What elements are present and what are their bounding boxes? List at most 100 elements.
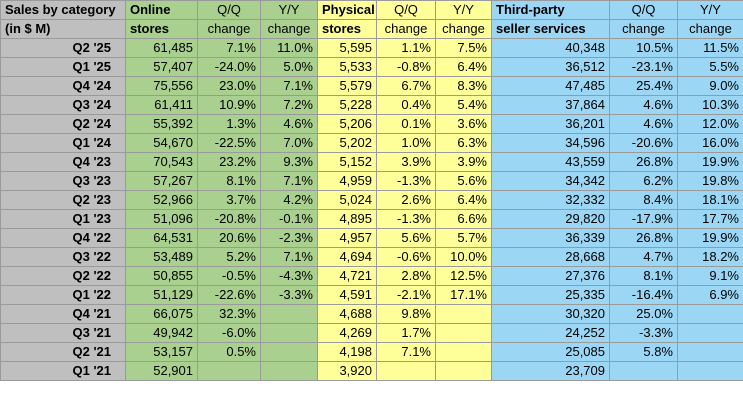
physical-qq-cell: -1.3% [376,209,436,229]
table-row: Q4 '24 75,556 23.0% 7.1% 5,579 6.7% 8.3% 47,485… [0,76,743,96]
online-qq-cell: 32.3% [197,304,261,324]
online-qq-cell: -0.5% [197,266,261,286]
physical-yy-cell: 6.4% [435,190,492,210]
online-stores-cell: 64,531 [125,228,198,248]
physical-qq-cell: 0.1% [376,114,436,134]
physical-stores-cell: 5,579 [317,76,377,96]
header-online-yy-2: change [260,19,318,39]
third-party-cell: 34,596 [491,133,610,153]
header-row-2: (in $ M) stores change change stores cha… [0,19,743,39]
header-online-stores: Online [125,0,198,20]
online-yy-cell: -0.1% [260,209,318,229]
physical-qq-cell: 2.8% [376,266,436,286]
third-party-yy-cell [677,304,743,324]
physical-yy-cell: 5.6% [435,171,492,191]
header-online-stores-2: stores [125,19,198,39]
physical-stores-cell: 5,206 [317,114,377,134]
table-row: Q2 '22 50,855 -0.5% -4.3% 4,721 2.8% 12.5% 27,3… [0,266,743,286]
sales-by-category-table: Sales by category Online Q/Q Y/Y Physica… [0,0,743,381]
third-party-yy-cell: 10.3% [677,95,743,115]
third-party-qq-cell: 5.8% [609,342,678,362]
header-online-yy: Y/Y [260,0,318,20]
third-party-cell: 25,085 [491,342,610,362]
physical-yy-cell: 12.5% [435,266,492,286]
third-party-qq-cell: 10.5% [609,38,678,58]
online-stores-cell: 66,075 [125,304,198,324]
physical-stores-cell: 4,959 [317,171,377,191]
quarter-cell: Q3 '21 [0,323,126,343]
physical-yy-cell [435,323,492,343]
header-online-qq: Q/Q [197,0,261,20]
table-row: Q1 '25 57,407 -24.0% 5.0% 5,533 -0.8% 6.4% 36,5… [0,57,743,77]
third-party-qq-cell: 4.6% [609,114,678,134]
table-row: Q2 '24 55,392 1.3% 4.6% 5,206 0.1% 3.6% 36,201 4… [0,114,743,134]
online-qq-cell: 7.1% [197,38,261,58]
quarter-cell: Q1 '24 [0,133,126,153]
online-yy-cell: 7.2% [260,95,318,115]
online-yy-cell: 7.1% [260,171,318,191]
physical-qq-cell: -0.8% [376,57,436,77]
third-party-qq-cell: 26.8% [609,152,678,172]
online-yy-cell [260,342,318,362]
physical-stores-cell: 5,533 [317,57,377,77]
third-party-qq-cell: 8.1% [609,266,678,286]
physical-stores-cell: 5,595 [317,38,377,58]
physical-stores-cell: 5,024 [317,190,377,210]
online-qq-cell: -24.0% [197,57,261,77]
online-qq-cell: -6.0% [197,323,261,343]
header-physical-qq: Q/Q [376,0,436,20]
physical-qq-cell [376,361,436,381]
physical-yy-cell: 6.3% [435,133,492,153]
third-party-cell: 25,335 [491,285,610,305]
physical-yy-cell: 8.3% [435,76,492,96]
table-row: Q2 '23 52,966 3.7% 4.2% 5,024 2.6% 6.4% 32,332 8… [0,190,743,210]
third-party-qq-cell: -16.4% [609,285,678,305]
online-stores-cell: 51,096 [125,209,198,229]
header-label-unit: (in $ M) [0,19,126,39]
third-party-yy-cell: 19.9% [677,152,743,172]
third-party-yy-cell [677,361,743,381]
third-party-yy-cell: 9.1% [677,266,743,286]
third-party-cell: 28,668 [491,247,610,267]
online-stores-cell: 49,942 [125,323,198,343]
online-stores-cell: 52,901 [125,361,198,381]
online-stores-cell: 52,966 [125,190,198,210]
online-yy-cell: 7.0% [260,133,318,153]
table-row: Q3 '22 53,489 5.2% 7.1% 4,694 -0.6% 10.0% 28,66… [0,247,743,267]
third-party-cell: 36,339 [491,228,610,248]
third-party-yy-cell: 11.5% [677,38,743,58]
physical-stores-cell: 4,198 [317,342,377,362]
table-body: Q2 '25 61,485 7.1% 11.0% 5,595 1.1% 7.5% 40,348… [0,38,743,381]
third-party-yy-cell: 17.7% [677,209,743,229]
header-third-party-qq-2: change [609,19,678,39]
table-row: Q2 '21 53,157 0.5% 4,198 7.1% 25,085 5.8% [0,342,743,362]
quarter-cell: Q2 '23 [0,190,126,210]
physical-yy-cell: 3.6% [435,114,492,134]
physical-qq-cell: 6.7% [376,76,436,96]
header-third-party-yy: Y/Y [677,0,743,20]
table-row: Q1 '24 54,670 -22.5% 7.0% 5,202 1.0% 6.3% 34,59… [0,133,743,153]
physical-qq-cell: 5.6% [376,228,436,248]
third-party-cell: 40,348 [491,38,610,58]
online-yy-cell: 4.6% [260,114,318,134]
third-party-yy-cell [677,323,743,343]
third-party-yy-cell: 9.0% [677,76,743,96]
online-qq-cell: 20.6% [197,228,261,248]
third-party-cell: 36,512 [491,57,610,77]
online-qq-cell: -20.8% [197,209,261,229]
online-yy-cell [260,323,318,343]
header-physical-stores-2: stores [317,19,377,39]
third-party-qq-cell: -23.1% [609,57,678,77]
physical-qq-cell: -2.1% [376,285,436,305]
table-row: Q3 '23 57,267 8.1% 7.1% 4,959 -1.3% 5.6% 34,342… [0,171,743,191]
third-party-qq-cell: 8.4% [609,190,678,210]
physical-yy-cell: 7.5% [435,38,492,58]
header-third-party-qq: Q/Q [609,0,678,20]
physical-qq-cell: 3.9% [376,152,436,172]
physical-stores-cell: 4,688 [317,304,377,324]
physical-yy-cell: 6.4% [435,57,492,77]
physical-qq-cell: 0.4% [376,95,436,115]
online-qq-cell: 1.3% [197,114,261,134]
table-row: Q1 '21 52,901 3,920 23,709 [0,361,743,381]
physical-stores-cell: 5,228 [317,95,377,115]
